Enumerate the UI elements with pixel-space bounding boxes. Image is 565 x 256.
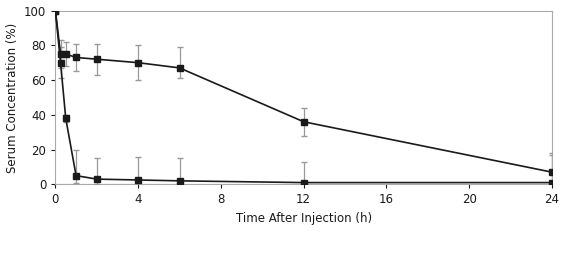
X-axis label: Time After Injection (h): Time After Injection (h): [236, 212, 372, 225]
Y-axis label: Serum Concentration (%): Serum Concentration (%): [6, 22, 19, 173]
